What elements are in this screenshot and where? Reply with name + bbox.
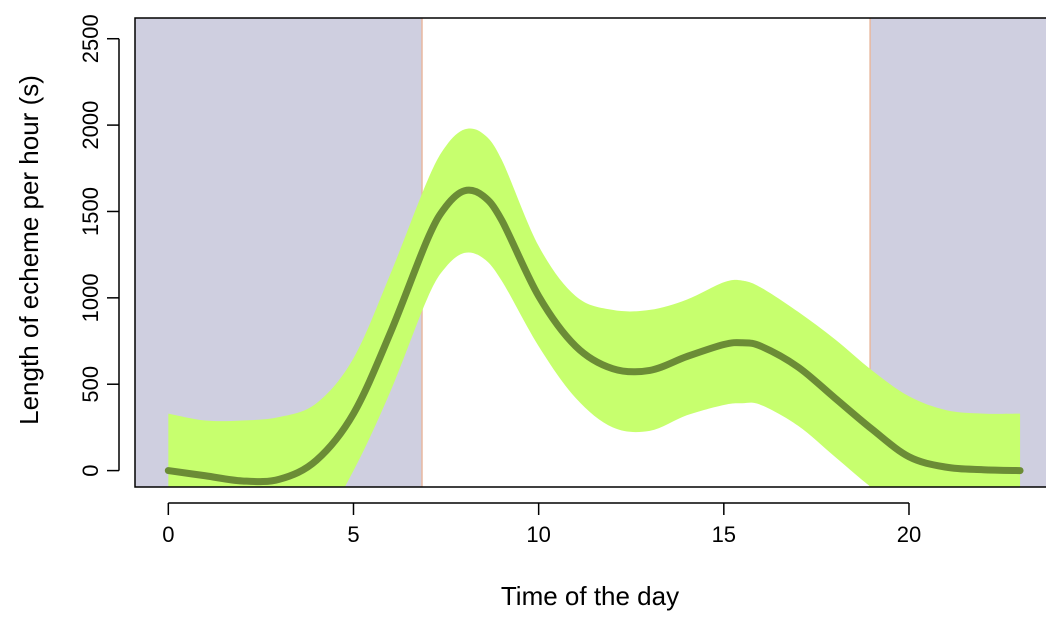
x-tick-label: 10 (526, 522, 550, 547)
y-tick-label: 0 (78, 464, 103, 476)
x-tick-label: 5 (347, 522, 359, 547)
plot-frame (134, 17, 1046, 488)
x-tick-label: 15 (712, 522, 736, 547)
y-tick-label: 1500 (78, 187, 103, 236)
y-tick-label: 2500 (78, 14, 103, 63)
confidence-band (168, 128, 1021, 487)
plot-area (135, 18, 1046, 487)
y-tick-label: 500 (78, 366, 103, 403)
y-tick-label: 2000 (78, 101, 103, 150)
fit-line-1 (164, 186, 1024, 486)
x-tick-label: 0 (162, 522, 174, 547)
y-axis-title: Length of echeme per hour (s) (14, 75, 44, 425)
x-tick-label: 20 (897, 522, 921, 547)
x-axis-title: Time of the day (501, 581, 679, 611)
y-tick-label: 1000 (78, 273, 103, 322)
axes: 0 5 10 15 20 0 500 1000 1500 2000 2500 (78, 14, 1046, 547)
